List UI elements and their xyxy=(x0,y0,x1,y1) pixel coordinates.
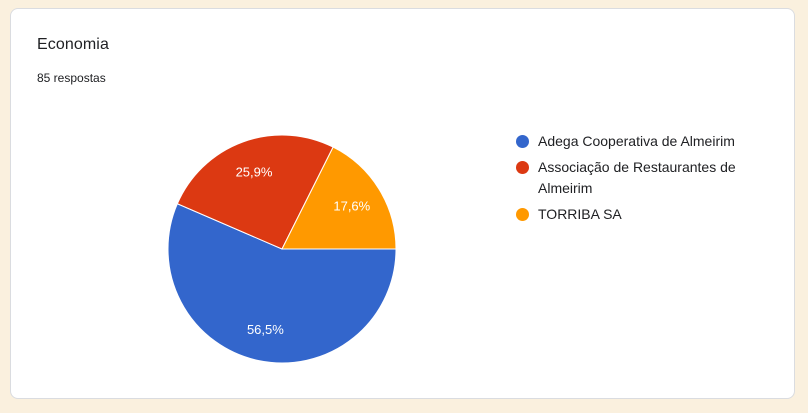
pie-chart: 56,5% 25,9% 17,6% xyxy=(162,129,402,369)
legend-item-0: Adega Cooperativa de Almeirim xyxy=(516,131,788,152)
legend-swatch-icon xyxy=(516,161,529,174)
pie-slice-percent-label: 56,5% xyxy=(247,322,284,337)
question-title: Economia xyxy=(37,36,109,53)
pie-slice-percent-label: 25,9% xyxy=(236,164,273,179)
legend-item-2: TORRIBA SA xyxy=(516,204,788,225)
chart-legend: Adega Cooperativa de Almeirim Associação … xyxy=(516,131,788,230)
legend-item-1: Associação de Restaurantes de Almeirim xyxy=(516,157,788,199)
pie-slice-percent-label: 17,6% xyxy=(333,198,370,213)
legend-swatch-icon xyxy=(516,135,529,148)
legend-swatch-icon xyxy=(516,208,529,221)
pie-slice-2[interactable] xyxy=(281,146,397,250)
pie-slice-1[interactable] xyxy=(176,134,334,250)
legend-label: Associação de Restaurantes de Almeirim xyxy=(538,159,736,196)
response-count: 85 respostas xyxy=(37,71,106,85)
pie-slice-0[interactable] xyxy=(167,203,397,364)
legend-label: TORRIBA SA xyxy=(538,206,622,222)
pie-chart-svg: 56,5% 25,9% 17,6% xyxy=(167,134,397,364)
question-summary-card: Economia 85 respostas 56,5% 25,9% 17,6% Ad… xyxy=(10,8,795,399)
legend-label: Adega Cooperativa de Almeirim xyxy=(538,133,735,149)
